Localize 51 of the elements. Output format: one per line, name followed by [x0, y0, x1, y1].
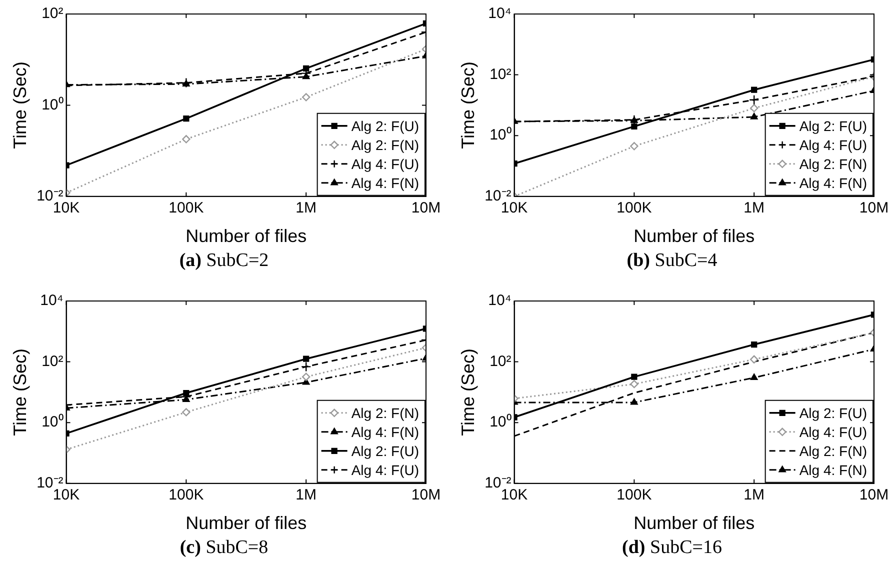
- legend-label: Alg 2: F(N): [351, 136, 420, 153]
- text: (c) SubC=8: [178, 537, 270, 559]
- legend-label: Alg 2: F(U): [351, 442, 420, 459]
- x-tick-label: 100K: [168, 486, 204, 504]
- legend-label: Alg 4: F(N): [351, 174, 420, 191]
- legend-label: Alg 2: F(U): [799, 404, 868, 421]
- y-tick-label: 10⁴: [40, 292, 64, 310]
- x-axis-title: Number of files: [186, 513, 307, 534]
- y-tick-label: 10⁰: [42, 96, 64, 114]
- legend-label: Alg 2: F(N): [351, 404, 420, 421]
- legend-label: Alg 2: F(N): [799, 442, 868, 459]
- x-axis-title: Number of files: [186, 226, 307, 246]
- legend-label: Alg 2: F(U): [799, 118, 868, 134]
- legend-label: Alg 4: F(U): [351, 156, 420, 172]
- x-tick-label: 1M: [296, 486, 317, 504]
- legend-label: Alg 2: F(N): [799, 156, 868, 172]
- legend-label: Alg 4: F(N): [351, 424, 420, 440]
- x-tick-label: 10M: [859, 200, 889, 217]
- x-axis-title: Number of files: [634, 226, 755, 246]
- y-tick-label: 10⁴: [488, 292, 512, 310]
- legend-label: Alg 4: F(U): [799, 424, 868, 440]
- y-axis-title: Time (Sec): [10, 62, 30, 149]
- text: (b) SubC=4: [626, 250, 718, 272]
- x-tick-label: 10M: [411, 486, 441, 504]
- legend-label: Alg 2: F(U): [351, 118, 420, 134]
- y-tick-label: 10²: [42, 352, 64, 370]
- text: (d) SubC=16: [621, 537, 723, 559]
- text: (a) SubC=2: [178, 250, 270, 272]
- x-tick-label: 100K: [616, 200, 652, 217]
- y-tick-label: 10⁰: [490, 414, 512, 431]
- y-tick-label: 10⁰: [42, 414, 64, 431]
- y-tick-label: 10²: [490, 66, 512, 83]
- legend-label: Alg 4: F(U): [351, 462, 420, 478]
- legend-label: Alg 4: F(N): [799, 174, 868, 191]
- y-tick-label: 10²: [42, 5, 64, 22]
- y-axis-title: Time (Sec): [458, 348, 478, 436]
- x-tick-label: 1M: [296, 200, 317, 217]
- x-tick-label: 10M: [411, 200, 441, 217]
- y-tick-label: 10⁰: [490, 126, 512, 144]
- x-tick-label: 100K: [168, 200, 204, 217]
- x-tick-label: 10M: [859, 486, 889, 504]
- x-axis-title: Number of files: [634, 513, 755, 534]
- y-tick-label: 10⁴: [488, 5, 512, 22]
- legend-label: Alg 4: F(N): [799, 462, 868, 478]
- y-tick-label: 10²: [490, 352, 512, 370]
- y-axis-title: Time (Sec): [458, 62, 478, 149]
- x-tick-label: 100K: [616, 486, 652, 504]
- y-axis-title: Time (Sec): [10, 348, 30, 436]
- x-tick-label: 1M: [744, 200, 765, 217]
- x-tick-label: 1M: [744, 486, 765, 504]
- legend-label: Alg 4: F(U): [799, 136, 868, 153]
